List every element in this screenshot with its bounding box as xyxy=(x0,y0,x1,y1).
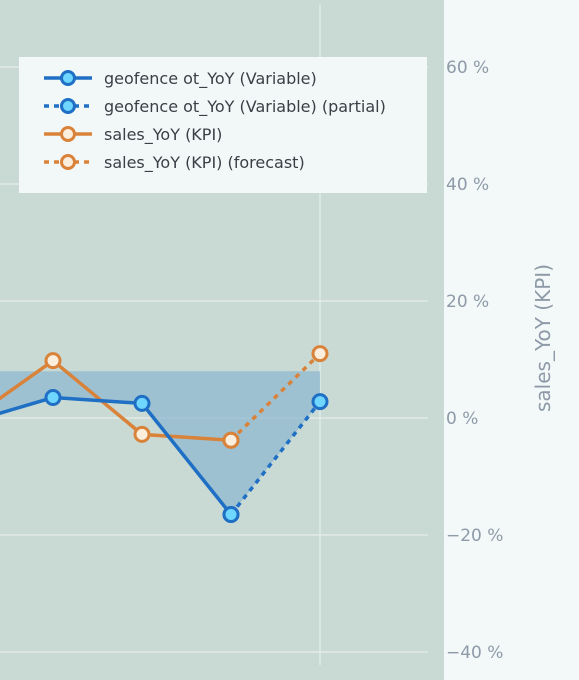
y-axis-ticks: 60 % 40 % 20 % 0 % −20 % −40 % xyxy=(446,58,503,663)
line-layer xyxy=(0,345,329,524)
variable-fill-area xyxy=(0,371,320,515)
y-tick-label-1: 40 % xyxy=(446,175,489,195)
y-tick-label-2: 20 % xyxy=(446,292,489,312)
data-point-s1-1[interactable] xyxy=(311,393,329,411)
data-point-s0-1[interactable] xyxy=(44,389,62,407)
legend-swatch-marker-0 xyxy=(60,70,76,86)
legend-swatch-marker-1 xyxy=(60,98,76,114)
series-line-2 xyxy=(0,358,232,442)
series-line-0 xyxy=(0,395,233,516)
y-tick-label-5: −40 % xyxy=(446,643,503,663)
data-point-s1-0[interactable] xyxy=(222,506,240,524)
legend-swatch-marker-2 xyxy=(60,126,76,142)
data-point-s3-0[interactable] xyxy=(222,431,240,449)
data-point-s2-1[interactable] xyxy=(44,352,62,370)
y-tick-label-4: −20 % xyxy=(446,526,503,546)
legend-label-2[interactable]: sales_YoY (KPI) xyxy=(104,125,222,145)
series-line-1 xyxy=(229,400,322,516)
legend-swatch-marker-3 xyxy=(60,154,76,170)
legend-label-3[interactable]: sales_YoY (KPI) (forecast) xyxy=(104,153,305,173)
data-point-s0-2[interactable] xyxy=(133,394,151,412)
series-line-3 xyxy=(229,352,322,442)
legend: geofence ot_YoY (Variable) geofence ot_Yo… xyxy=(19,57,427,193)
data-point-s3-1[interactable] xyxy=(311,345,329,363)
legend-label-1[interactable]: geofence ot_YoY (Variable) (partial) xyxy=(104,97,386,117)
data-point-s2-2[interactable] xyxy=(133,425,151,443)
y-tick-label-3: 0 % xyxy=(446,409,478,429)
fill-layer xyxy=(0,371,320,515)
y-tick-label-0: 60 % xyxy=(446,58,489,78)
y-axis-title: sales_YoY (KPI) xyxy=(531,264,555,412)
legend-label-0[interactable]: geofence ot_YoY (Variable) xyxy=(104,69,317,89)
